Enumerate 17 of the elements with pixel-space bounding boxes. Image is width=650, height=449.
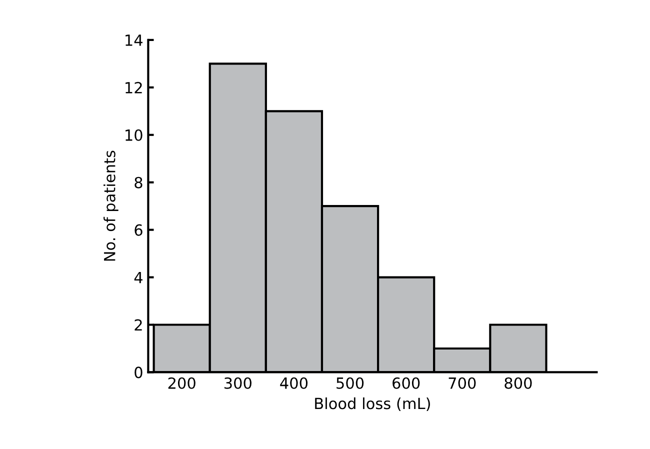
y-tick-label: 14: [126, 34, 142, 46]
x-tick-label: 600: [392, 377, 420, 389]
x-tick-label: 800: [504, 377, 532, 389]
y-axis-title: No. of patients: [104, 150, 118, 261]
x-tick-label: 500: [336, 377, 364, 389]
y-tick-label: 12: [126, 82, 142, 94]
y-tick-label: 4: [134, 272, 142, 284]
x-tick-label: 400: [280, 377, 308, 389]
y-tick-label: 0: [134, 366, 142, 378]
y-tick-label: 6: [134, 224, 142, 236]
x-tick-label: 700: [448, 377, 476, 389]
y-tick-label: 8: [134, 176, 142, 188]
x-tick-label: 300: [224, 377, 252, 389]
x-axis-title: Blood loss (mL): [315, 397, 430, 412]
y-tick-label: 10: [126, 129, 142, 141]
y-tick-label: 2: [134, 319, 142, 331]
x-tick-label: 200: [168, 377, 196, 389]
